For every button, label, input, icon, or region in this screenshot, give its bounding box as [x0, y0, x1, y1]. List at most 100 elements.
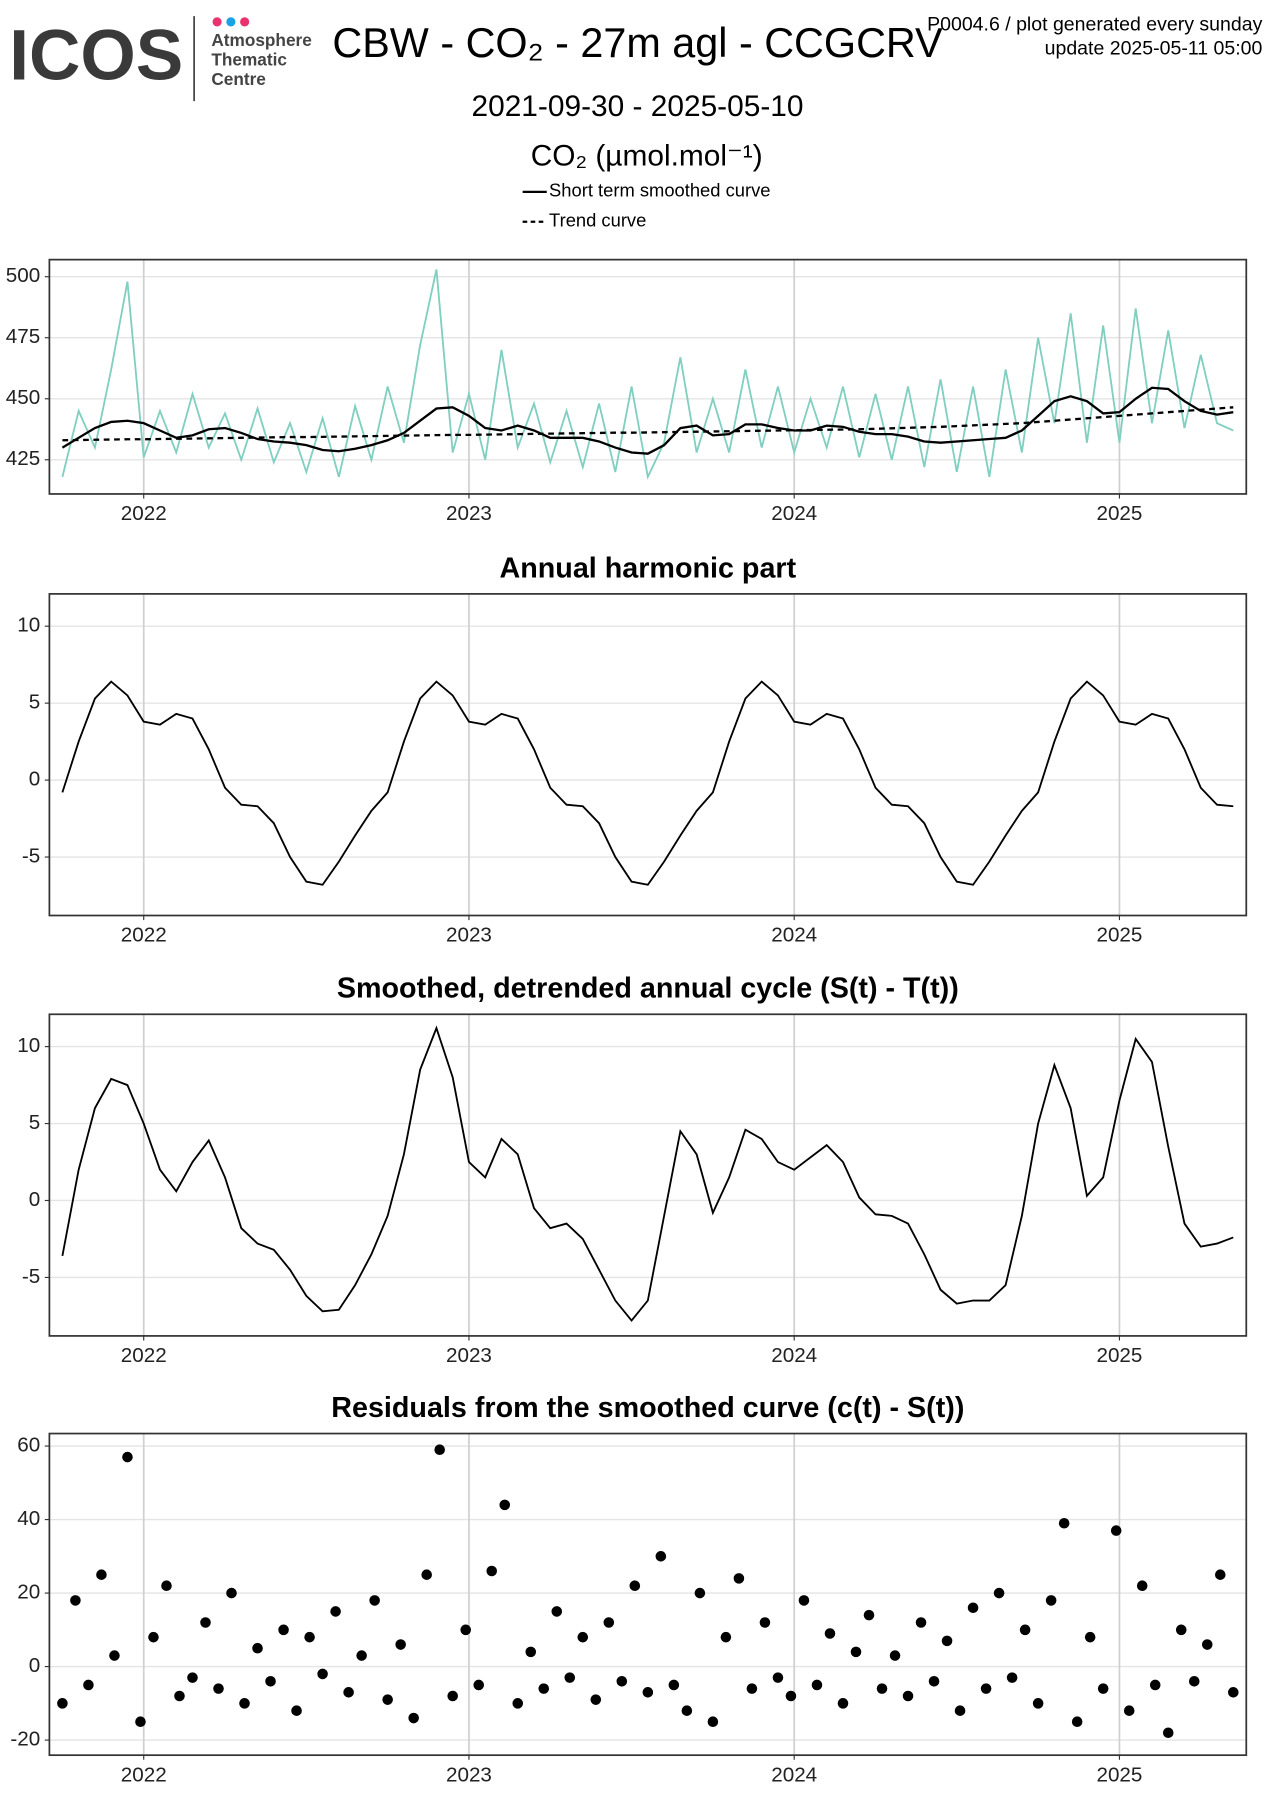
point	[811, 1679, 823, 1691]
point	[876, 1683, 888, 1694]
plot-area	[61, 680, 1234, 886]
y-tick-label: 10	[17, 614, 40, 637]
point	[798, 1595, 810, 1606]
series-line	[61, 269, 1234, 480]
x-tick-label: 2023	[446, 924, 492, 947]
point	[122, 1451, 133, 1463]
point	[1045, 1595, 1057, 1606]
point	[369, 1595, 380, 1606]
point	[616, 1676, 628, 1687]
point	[1175, 1624, 1187, 1636]
point	[408, 1712, 419, 1724]
point	[915, 1617, 927, 1628]
x-tick-label: 2024	[771, 924, 817, 947]
point	[161, 1580, 172, 1592]
point	[538, 1683, 550, 1694]
point	[1162, 1727, 1174, 1739]
point	[252, 1642, 263, 1654]
logo-dot	[226, 17, 236, 27]
panel-title: Smoothed, detrended annual cycle (S(t) -…	[337, 973, 959, 1005]
x-tick-label: 2022	[121, 1763, 167, 1786]
y-tick-label: -5	[22, 844, 40, 867]
point	[1084, 1631, 1096, 1643]
y-tick-label: 500	[6, 264, 40, 287]
point	[590, 1694, 602, 1705]
point	[83, 1679, 94, 1691]
point	[824, 1628, 836, 1639]
point	[239, 1698, 250, 1709]
plot-area	[61, 1025, 1234, 1322]
x-tick-label: 2022	[121, 1344, 167, 1367]
x-tick-label: 2024	[771, 1763, 817, 1786]
point	[668, 1679, 680, 1691]
plot-area	[61, 269, 1234, 480]
y-tick-label: -20	[10, 1728, 40, 1751]
point	[967, 1602, 979, 1614]
point	[785, 1690, 797, 1702]
y-tick-label: 60	[17, 1433, 40, 1456]
point	[525, 1646, 537, 1658]
y-tick-label: 0	[29, 768, 40, 791]
point	[317, 1668, 328, 1680]
x-tick-label: 2024	[771, 1344, 817, 1367]
update: update 2025-05-11 05:00	[1045, 38, 1263, 60]
point	[1032, 1698, 1044, 1709]
subtitle: 2021-09-30 - 2025-05-10	[471, 90, 803, 123]
point	[759, 1617, 771, 1628]
point	[889, 1650, 901, 1661]
point	[681, 1705, 693, 1716]
point	[512, 1698, 524, 1709]
point	[421, 1569, 432, 1580]
point	[1097, 1683, 1109, 1694]
point	[265, 1676, 276, 1687]
y-tick-label: 10	[17, 1034, 40, 1057]
chart-title: CBW - CO₂ - 27m agl - CCGCRV	[332, 20, 943, 66]
point	[1149, 1679, 1161, 1691]
point	[291, 1705, 302, 1716]
logo: ICOS	[9, 17, 183, 96]
y-axis-label: CO₂ (µmol.mol⁻¹)	[531, 139, 763, 172]
point	[447, 1690, 458, 1702]
point	[330, 1606, 341, 1617]
logo-text: Atmosphere	[211, 30, 311, 50]
panel-frame	[48, 1013, 1248, 1337]
panel-frame	[48, 1432, 1248, 1757]
y-tick-label: 475	[6, 325, 40, 348]
note: P0004.6 / plot generated every sunday	[927, 13, 1262, 35]
panel-title: Annual harmonic part	[500, 552, 797, 584]
point	[746, 1683, 758, 1694]
logo-text: Thematic	[211, 49, 287, 69]
point	[993, 1587, 1005, 1599]
point	[473, 1679, 484, 1691]
point	[564, 1672, 576, 1683]
point	[343, 1687, 354, 1698]
point	[486, 1565, 498, 1577]
point	[1201, 1639, 1213, 1650]
x-tick-label: 2023	[446, 502, 492, 525]
point	[1136, 1580, 1148, 1592]
x-tick-label: 2022	[121, 924, 167, 947]
point	[1123, 1705, 1135, 1716]
x-tick-label: 2025	[1096, 924, 1142, 947]
point	[980, 1683, 992, 1694]
panel-frame	[48, 258, 1248, 495]
point	[1214, 1569, 1226, 1580]
y-tick-label: 5	[29, 691, 40, 714]
point	[395, 1639, 406, 1650]
point	[382, 1694, 393, 1705]
y-tick-label: -5	[22, 1265, 40, 1288]
x-tick-label: 2023	[446, 1763, 492, 1786]
point	[1058, 1517, 1070, 1529]
point	[1188, 1676, 1200, 1687]
point	[57, 1698, 68, 1709]
x-tick-label: 2025	[1096, 502, 1142, 525]
plot-area	[57, 1444, 1239, 1739]
point	[174, 1690, 185, 1702]
point	[577, 1631, 589, 1643]
y-tick-label: 20	[17, 1581, 40, 1604]
y-tick-label: 0	[29, 1654, 40, 1677]
series-line	[61, 680, 1234, 886]
point	[1019, 1624, 1031, 1636]
